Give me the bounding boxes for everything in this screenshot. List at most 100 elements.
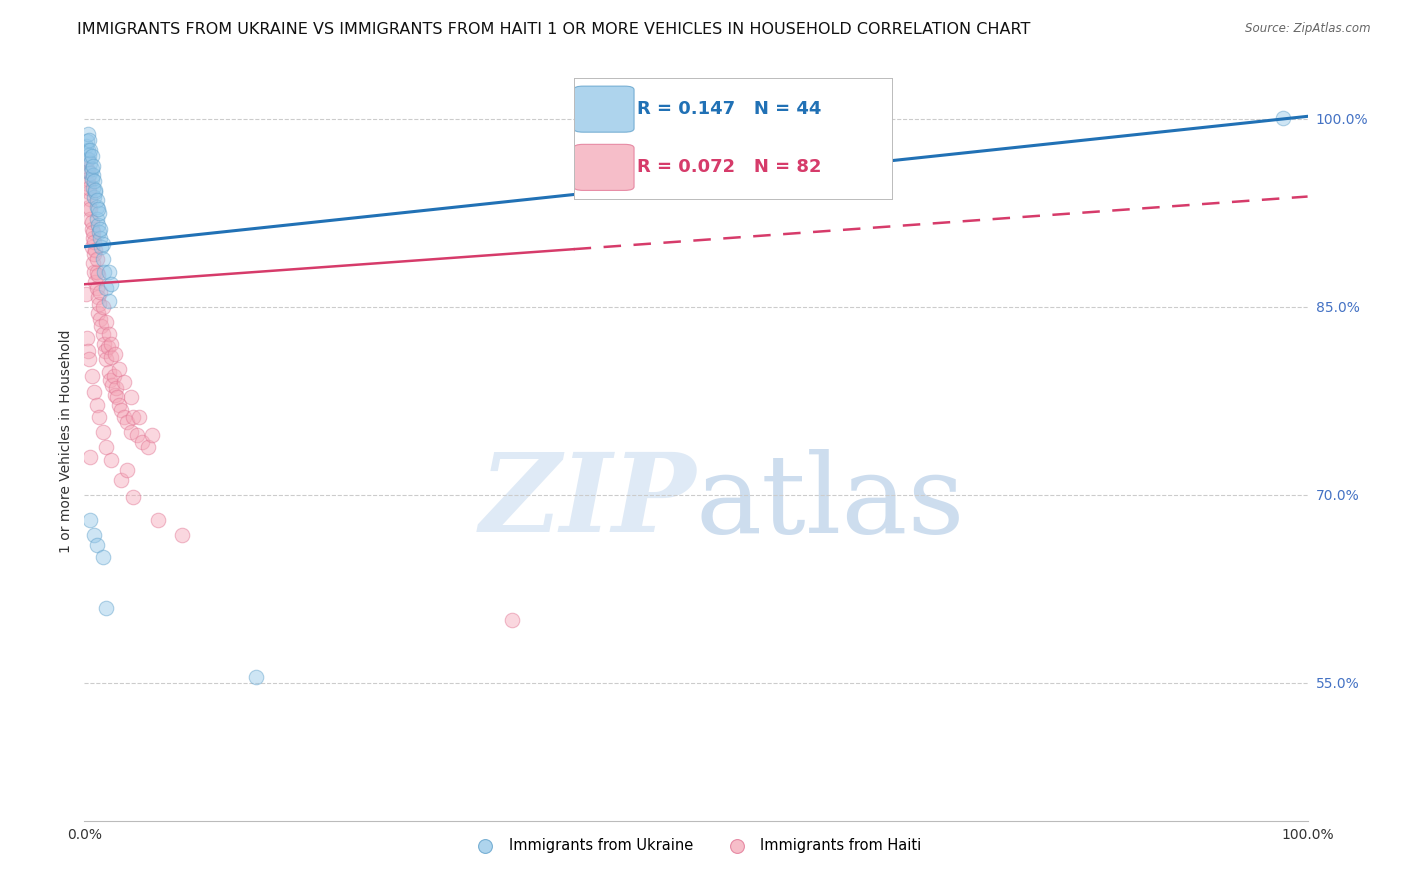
Point xyxy=(82,256,104,270)
Point xyxy=(98,372,121,386)
Point xyxy=(83,265,105,279)
Point xyxy=(91,237,114,252)
Point xyxy=(87,410,110,425)
Point xyxy=(112,410,135,425)
Point xyxy=(77,152,100,166)
Point xyxy=(89,231,111,245)
Point xyxy=(89,222,111,236)
Point xyxy=(87,206,110,220)
Point xyxy=(125,427,148,442)
Point xyxy=(84,244,107,258)
Point xyxy=(172,528,194,542)
Point xyxy=(87,297,110,311)
Point xyxy=(75,139,97,153)
Point xyxy=(76,161,98,176)
Point xyxy=(77,200,100,214)
Point xyxy=(94,343,117,358)
Point xyxy=(80,149,103,163)
Point xyxy=(77,164,100,178)
Text: atlas: atlas xyxy=(696,449,966,556)
Point xyxy=(91,550,114,565)
Point xyxy=(91,252,114,267)
Point xyxy=(86,194,108,208)
Point xyxy=(101,377,124,392)
Point xyxy=(77,185,100,199)
Point xyxy=(80,172,103,186)
Point xyxy=(110,473,132,487)
Point xyxy=(83,385,105,400)
Point xyxy=(80,368,103,383)
Point xyxy=(146,513,169,527)
Point xyxy=(83,189,105,203)
Point xyxy=(110,402,132,417)
Point xyxy=(84,185,107,199)
Point xyxy=(83,528,105,542)
Point xyxy=(86,265,108,279)
Point xyxy=(115,415,138,429)
Point xyxy=(79,166,101,180)
Point xyxy=(122,491,145,505)
Point xyxy=(77,180,100,194)
Text: ZIP: ZIP xyxy=(479,449,696,556)
Point xyxy=(96,352,118,367)
Point xyxy=(86,252,108,267)
Point xyxy=(79,513,101,527)
Point xyxy=(112,375,135,389)
Point xyxy=(97,265,120,279)
Point xyxy=(97,365,120,379)
Point xyxy=(86,281,108,295)
Point xyxy=(76,152,98,166)
Point xyxy=(120,425,142,439)
Point xyxy=(82,225,104,239)
Point xyxy=(90,318,112,333)
Point xyxy=(136,440,159,454)
Point xyxy=(87,202,110,216)
Point xyxy=(97,340,120,354)
Point xyxy=(91,327,114,342)
Point xyxy=(122,410,145,425)
Point xyxy=(75,287,97,301)
Point xyxy=(77,343,100,358)
Text: IMMIGRANTS FROM UKRAINE VS IMMIGRANTS FROM HAITI 1 OR MORE VEHICLES IN HOUSEHOLD: IMMIGRANTS FROM UKRAINE VS IMMIGRANTS FR… xyxy=(77,22,1031,37)
Point xyxy=(79,192,101,206)
Point xyxy=(100,337,122,351)
Point xyxy=(93,265,115,279)
Point xyxy=(76,331,98,345)
Point xyxy=(107,362,129,376)
Point xyxy=(87,268,110,283)
Point xyxy=(84,183,107,197)
Point xyxy=(100,452,122,467)
Point xyxy=(86,212,108,227)
Point xyxy=(104,347,127,361)
Point xyxy=(90,240,112,254)
Point xyxy=(77,127,100,141)
Point xyxy=(80,214,103,228)
Point xyxy=(76,135,98,149)
Point xyxy=(105,381,128,395)
Point xyxy=(83,174,105,188)
Point xyxy=(131,435,153,450)
Point xyxy=(120,390,142,404)
Point xyxy=(97,327,120,342)
Point xyxy=(89,285,111,299)
Point xyxy=(91,300,114,314)
Point xyxy=(141,427,163,442)
Point xyxy=(79,202,101,216)
Y-axis label: 1 or more Vehicles in Household: 1 or more Vehicles in Household xyxy=(59,330,73,553)
Point xyxy=(104,387,127,401)
Point xyxy=(89,312,111,326)
Point xyxy=(86,398,108,412)
Point xyxy=(87,219,110,233)
Point xyxy=(1272,111,1295,125)
Point xyxy=(96,440,118,454)
Point xyxy=(82,180,104,194)
Point xyxy=(77,133,100,147)
Point xyxy=(105,390,128,404)
Point xyxy=(79,212,101,227)
Point xyxy=(96,315,118,329)
Point xyxy=(87,306,110,320)
Point xyxy=(82,231,104,245)
Point xyxy=(83,247,105,261)
Point xyxy=(77,172,100,186)
Point xyxy=(77,352,100,367)
